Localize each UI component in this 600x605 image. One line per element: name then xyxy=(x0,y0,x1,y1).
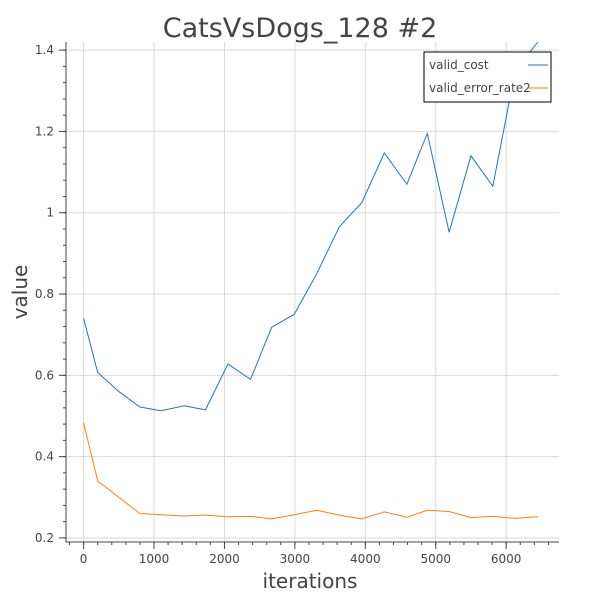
grid xyxy=(66,42,559,542)
x-axis-title: iterations xyxy=(263,569,358,593)
chart-title: CatsVsDogs_128 #2 xyxy=(163,13,438,44)
series-line-valid-cost xyxy=(83,42,539,412)
x-tick-label: 2000 xyxy=(209,552,240,566)
y-tick-label: 0.4 xyxy=(35,450,54,464)
y-tick-label: 1.4 xyxy=(35,43,54,57)
y-tick-label: 1.2 xyxy=(35,124,54,138)
y-tick-label: 0.2 xyxy=(35,531,54,545)
legend: valid_cost valid_error_rate2 xyxy=(423,51,552,103)
x-tick-label: 6000 xyxy=(491,552,522,566)
legend-box xyxy=(423,51,552,103)
y-axis-title: value xyxy=(8,265,32,320)
x-tick-label: 5000 xyxy=(420,552,451,566)
legend-label-valid-cost: valid_cost xyxy=(429,58,489,72)
y-tick-label: 1 xyxy=(46,206,54,220)
legend-label-valid-error-rate2: valid_error_rate2 xyxy=(429,81,531,95)
y-tick-label: 0.8 xyxy=(35,287,54,301)
series-layer xyxy=(83,42,539,520)
x-tick-label: 4000 xyxy=(350,552,381,566)
x-tick-label: 0 xyxy=(80,552,88,566)
series-line-valid-error-rate2 xyxy=(83,422,538,520)
x-tick-label: 3000 xyxy=(280,552,311,566)
x-tick-label: 1000 xyxy=(139,552,170,566)
axes: 0 1000 2000 3000 4000 5000 6000 0.2 0.4 0.6 0.8 1 1.… xyxy=(35,42,559,566)
y-tick-label: 0.6 xyxy=(35,368,54,382)
